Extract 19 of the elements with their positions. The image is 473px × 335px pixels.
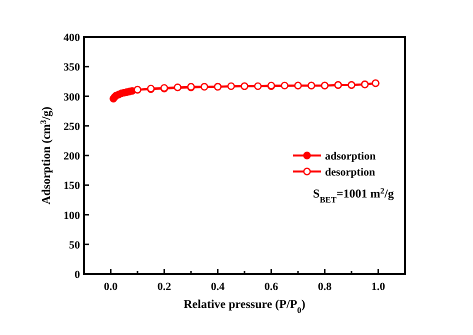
- x-tick-label: 0.2: [157, 281, 172, 293]
- x-tick-label: 0.8: [318, 281, 332, 293]
- y-tick-label: 50: [69, 239, 80, 252]
- x-tick-label: 0.4: [210, 281, 226, 293]
- y-tick-label: 100: [64, 210, 80, 222]
- y-tick-label: 250: [64, 120, 80, 133]
- y-tick-label: 400: [64, 32, 80, 44]
- x-tick-label: 0.0: [104, 281, 118, 293]
- y-tick-label: 150: [64, 180, 80, 192]
- y-tick-label: 0: [74, 269, 80, 281]
- x-tick-label: 1.0: [371, 281, 386, 293]
- y-tick-label: 350: [64, 62, 80, 74]
- y-tick-label: 200: [64, 150, 80, 162]
- legend-label: adsorption: [325, 150, 376, 162]
- x-tick-label: 0.6: [264, 281, 279, 293]
- y-tick-label: 300: [64, 91, 80, 104]
- legend-label: desorption: [325, 166, 376, 178]
- x-axis-title: Relative pressure (P/P$_{0}$): [184, 297, 306, 314]
- annotation: S$_{BET}$=1001 m$^{2}$/g: [313, 186, 394, 204]
